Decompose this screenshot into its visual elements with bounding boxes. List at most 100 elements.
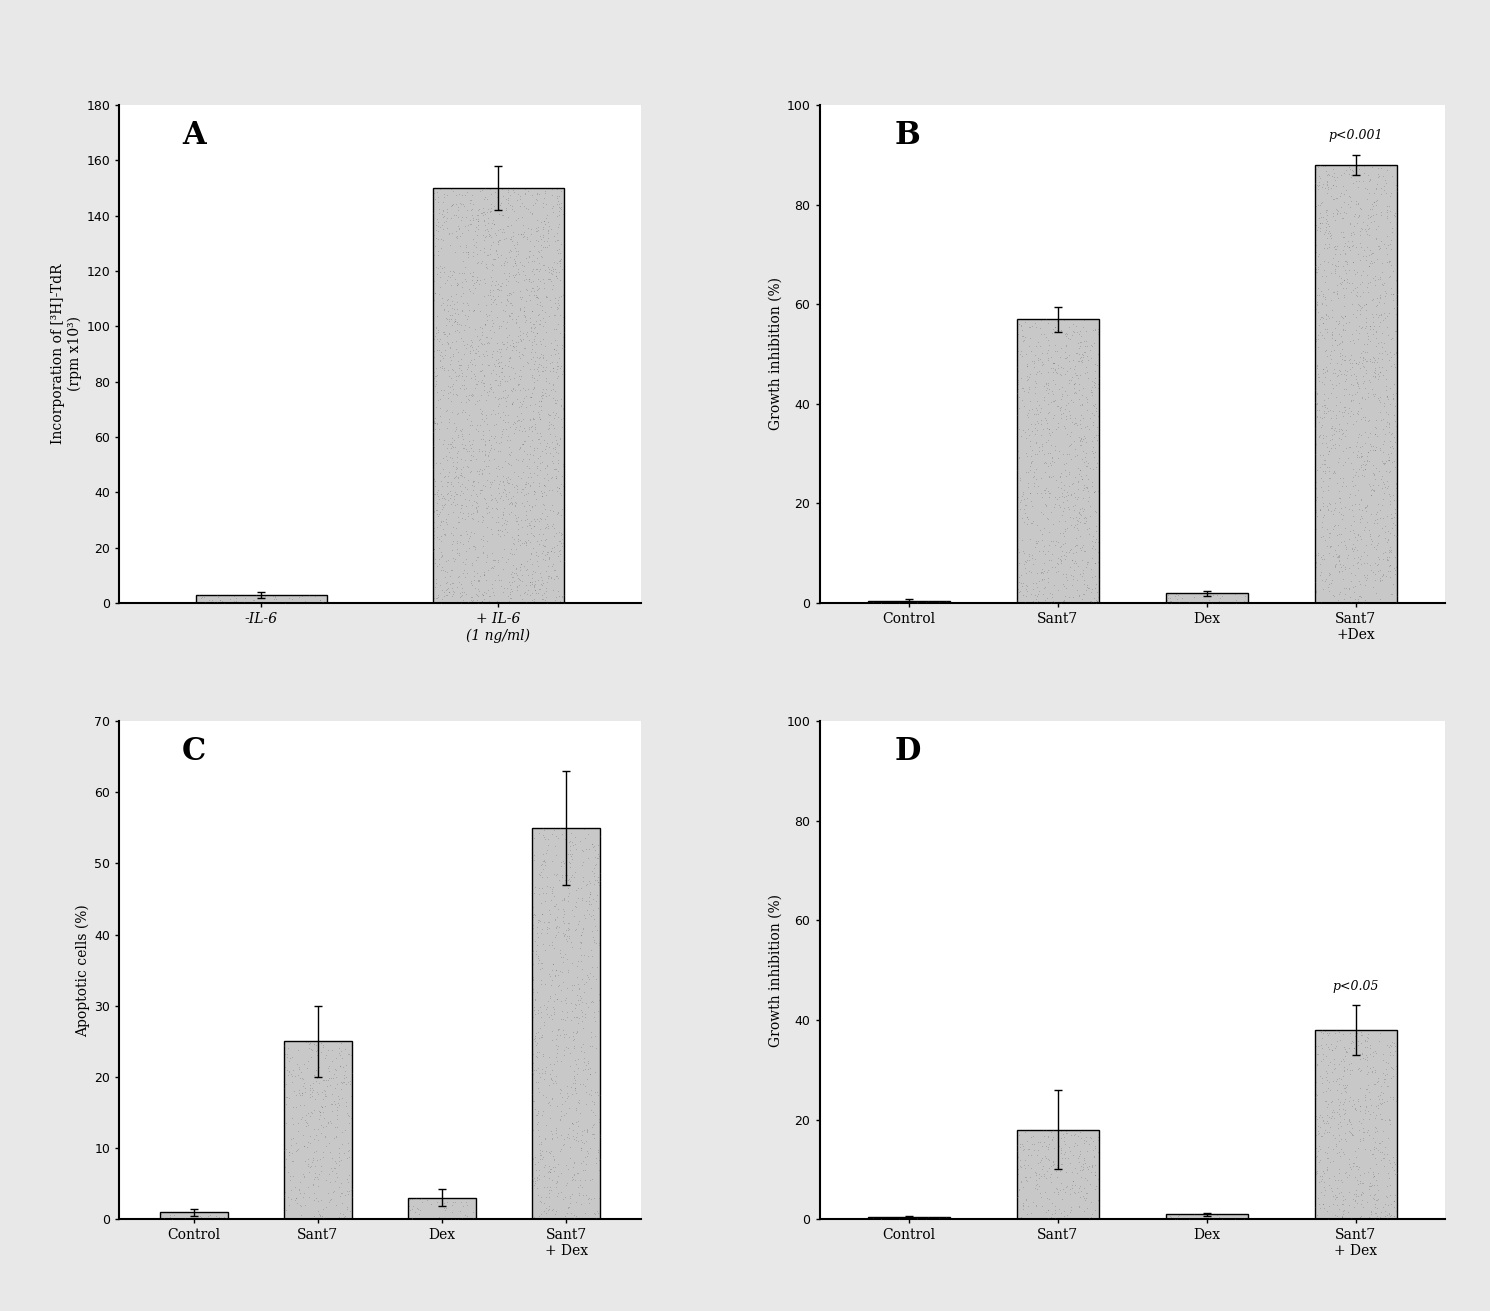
Point bbox=[532, 1165, 556, 1186]
Point bbox=[1383, 1032, 1407, 1053]
Point bbox=[514, 248, 538, 269]
Point bbox=[1050, 501, 1074, 522]
Point bbox=[535, 544, 559, 565]
Point bbox=[431, 497, 454, 518]
Point bbox=[553, 1186, 577, 1207]
Point bbox=[554, 864, 578, 885]
Point bbox=[530, 1027, 554, 1047]
Point bbox=[1311, 374, 1335, 395]
Point bbox=[1310, 548, 1334, 569]
Point bbox=[1079, 1206, 1103, 1227]
Point bbox=[1042, 465, 1065, 486]
Point bbox=[495, 252, 519, 273]
Point bbox=[1083, 425, 1107, 446]
Point bbox=[523, 515, 547, 536]
Point bbox=[434, 400, 457, 421]
Point bbox=[444, 225, 468, 246]
Point bbox=[529, 1145, 553, 1165]
Point bbox=[1074, 451, 1098, 472]
Point bbox=[434, 340, 457, 361]
Point bbox=[440, 315, 463, 336]
Point bbox=[448, 378, 472, 399]
Point bbox=[490, 178, 514, 199]
Point bbox=[282, 1150, 305, 1171]
Point bbox=[463, 338, 487, 359]
Point bbox=[422, 244, 446, 265]
Point bbox=[577, 890, 600, 911]
Point bbox=[292, 1068, 316, 1089]
Point bbox=[539, 882, 563, 903]
Point bbox=[1304, 557, 1328, 578]
Point bbox=[545, 1172, 569, 1193]
Point bbox=[448, 494, 472, 515]
Point bbox=[1305, 383, 1329, 404]
Point bbox=[571, 922, 595, 943]
Point bbox=[1328, 447, 1351, 468]
Point bbox=[1380, 166, 1404, 187]
Point bbox=[1059, 514, 1083, 535]
Point bbox=[1342, 203, 1366, 224]
Point bbox=[1359, 1173, 1383, 1194]
Point bbox=[559, 843, 583, 864]
Point bbox=[1033, 493, 1056, 514]
Point bbox=[1074, 519, 1098, 540]
Point bbox=[325, 1059, 349, 1080]
Point bbox=[548, 358, 572, 379]
Point bbox=[1024, 417, 1047, 438]
Point bbox=[502, 248, 526, 269]
Point bbox=[301, 1175, 325, 1196]
Point bbox=[527, 258, 551, 279]
Point bbox=[437, 551, 460, 572]
Point bbox=[489, 219, 513, 240]
Point bbox=[1007, 1134, 1031, 1155]
Point bbox=[1307, 426, 1331, 447]
Point bbox=[262, 589, 286, 610]
Point bbox=[463, 271, 487, 292]
Point bbox=[454, 520, 478, 541]
Point bbox=[456, 358, 480, 379]
Point bbox=[493, 552, 517, 573]
Point bbox=[527, 261, 551, 282]
Point bbox=[533, 882, 557, 903]
Point bbox=[563, 1049, 587, 1070]
Point bbox=[563, 832, 587, 853]
Point bbox=[1080, 1154, 1104, 1175]
Point bbox=[514, 279, 538, 300]
Point bbox=[1052, 576, 1076, 597]
Point bbox=[279, 1188, 302, 1209]
Point bbox=[498, 185, 522, 206]
Point bbox=[1070, 393, 1094, 414]
Point bbox=[501, 329, 524, 350]
Point bbox=[1326, 480, 1350, 501]
Point bbox=[544, 965, 568, 986]
Point bbox=[1311, 1109, 1335, 1130]
Point bbox=[1059, 434, 1083, 455]
Point bbox=[548, 252, 572, 273]
Point bbox=[487, 366, 511, 387]
Point bbox=[519, 435, 542, 456]
Point bbox=[1013, 511, 1037, 532]
Point bbox=[527, 243, 551, 264]
Point bbox=[1331, 423, 1354, 444]
Point bbox=[529, 861, 553, 882]
Point bbox=[520, 300, 544, 321]
Point bbox=[499, 502, 523, 523]
Point bbox=[557, 1185, 581, 1206]
Point bbox=[530, 953, 554, 974]
Point bbox=[563, 1129, 587, 1150]
Point bbox=[437, 288, 460, 309]
Point bbox=[508, 416, 532, 437]
Point bbox=[1374, 341, 1398, 362]
Point bbox=[486, 274, 510, 295]
Point bbox=[1369, 1142, 1393, 1163]
Point bbox=[519, 349, 542, 370]
Point bbox=[492, 205, 516, 225]
Point bbox=[1079, 591, 1103, 612]
Point bbox=[1368, 1092, 1392, 1113]
Point bbox=[1083, 376, 1107, 397]
Point bbox=[1007, 313, 1031, 334]
Point bbox=[548, 197, 572, 218]
Point bbox=[1368, 392, 1392, 413]
Point bbox=[505, 231, 529, 252]
Point bbox=[1380, 229, 1404, 250]
